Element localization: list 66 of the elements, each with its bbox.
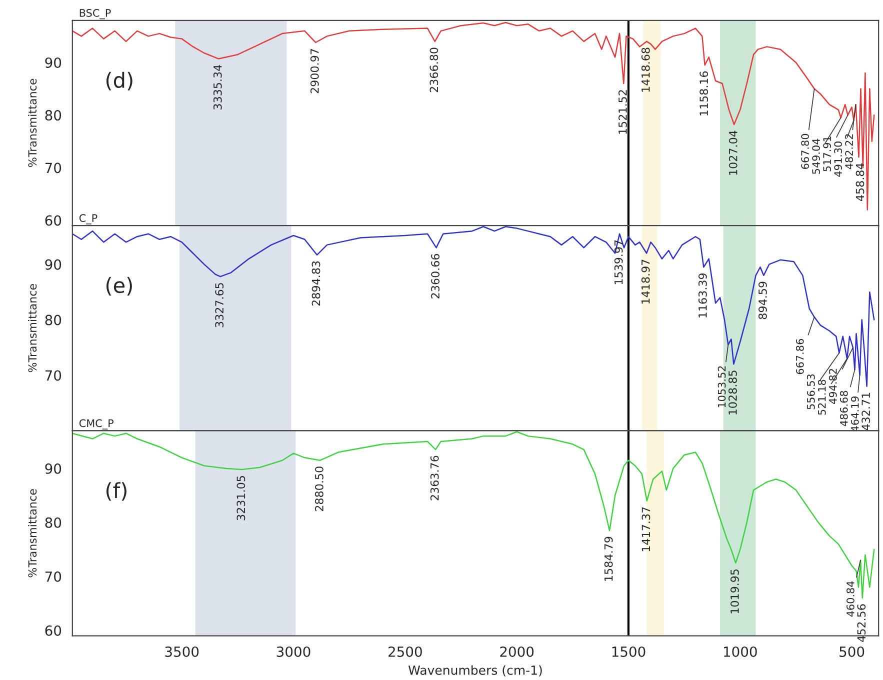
annotation: 1418.68: [641, 48, 650, 92]
annotation: 482.22: [845, 134, 853, 170]
annotation: 521.18: [818, 380, 826, 415]
annotation: 2900.97: [310, 48, 319, 94]
annotation: 667.80: [801, 134, 809, 169]
annotation: 3335.34: [213, 64, 222, 110]
annotation: 1418.97: [641, 260, 650, 304]
annotation: 2363.76: [430, 456, 439, 500]
annotation: 1019.95: [730, 569, 739, 614]
annotation: 452.56: [857, 604, 866, 642]
annotation: 494.82: [828, 369, 837, 404]
annotation: 1158.16: [700, 71, 708, 116]
annotation: 556.53: [806, 374, 815, 410]
series-label: C_P: [79, 214, 98, 224]
annotation: 2894.83: [312, 261, 320, 306]
y-tick-label: 80: [45, 517, 62, 528]
x-tick-label: 3000: [276, 646, 310, 657]
annotation: 1027.04: [728, 130, 738, 175]
annotation: 549.04: [812, 138, 820, 174]
y-tick-label: 90: [45, 463, 62, 474]
annotation: 2366.80: [430, 48, 438, 92]
annotation: 1053.52: [718, 366, 726, 408]
annotation: (d): [106, 72, 132, 90]
x-tick-label: 500: [840, 646, 864, 657]
y-tick-label: 70: [45, 571, 62, 582]
y-tick-label: 70: [45, 370, 62, 381]
annotation: 667.86: [796, 339, 804, 374]
annotation: 464.19: [850, 396, 859, 432]
y-tick-label: 80: [45, 314, 62, 326]
series-label: CMC_P: [79, 419, 114, 430]
y-tick-label: 60: [45, 625, 62, 636]
x-axis-title: Wavenumbers (cm-1): [408, 665, 542, 676]
annotation: 3231.05: [236, 476, 246, 520]
annotation: 1028.85: [728, 370, 737, 414]
annotation: 2880.50: [314, 466, 324, 512]
annotation: 2360.66: [431, 254, 440, 298]
annotation: (f): [106, 482, 126, 501]
y-axis-title: %Transmittance: [28, 284, 37, 372]
y-tick-label: 60: [45, 215, 62, 226]
y-tick-label: 90: [45, 259, 62, 270]
annotation: 3327.65: [215, 283, 224, 328]
annotation: 432.71: [862, 392, 870, 430]
line-series: [72, 22, 875, 210]
y-axis-title: %Transmittance: [28, 489, 37, 578]
annotation: 1163.39: [698, 273, 707, 318]
annotation: 1521.52: [618, 90, 627, 134]
annotation: 1584.79: [604, 536, 613, 581]
x-tick-label: 2000: [500, 646, 534, 657]
x-tick-label: 1000: [724, 646, 757, 657]
annotation: 894.59: [758, 282, 767, 320]
y-tick-label: 90: [45, 57, 62, 68]
annotation: 460.84: [846, 581, 854, 617]
annotation: 458.84: [856, 163, 864, 202]
y-tick-label: 80: [45, 110, 62, 121]
annotation: 486.68: [840, 390, 848, 426]
x-tick-label: 1500: [612, 646, 646, 657]
y-tick-label: 70: [45, 162, 62, 174]
series-label: BSC_P: [80, 8, 111, 20]
x-tick-label: 2500: [388, 646, 422, 657]
x-tick-label: 3500: [165, 646, 199, 657]
annotation: 1539.97: [614, 240, 623, 284]
annotation: 491.30: [834, 142, 842, 177]
y-axis-title: %Transmittance: [28, 78, 37, 168]
annotation: 517.91: [823, 136, 831, 172]
annotation: 1417.37: [642, 507, 650, 552]
annotation: (e): [106, 277, 132, 296]
